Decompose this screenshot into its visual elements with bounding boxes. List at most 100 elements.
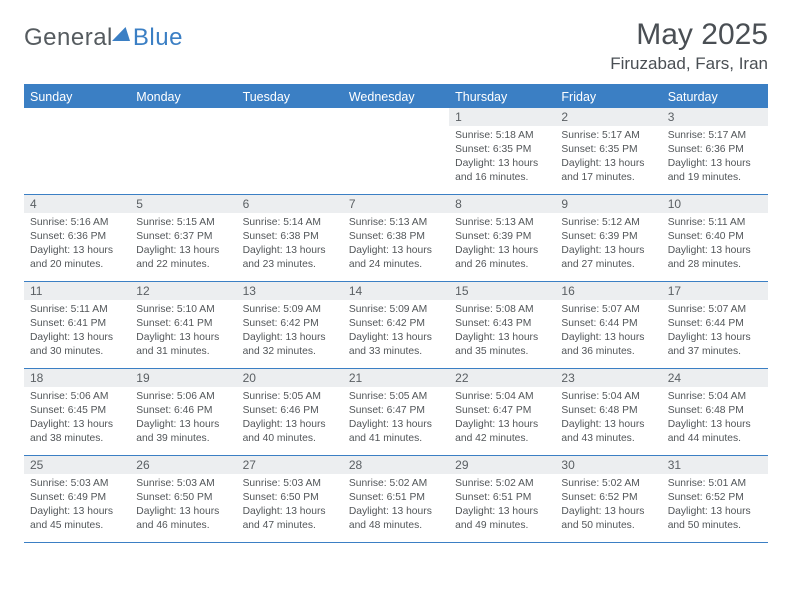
daylight-line: Daylight: 13 hours and 19 minutes. — [668, 157, 762, 185]
day-cell: 21Sunrise: 5:05 AMSunset: 6:47 PMDayligh… — [343, 369, 449, 455]
sunrise-line: Sunrise: 5:05 AM — [243, 390, 337, 404]
sunrise-line: Sunrise: 5:13 AM — [349, 216, 443, 230]
sunrise-line: Sunrise: 5:04 AM — [668, 390, 762, 404]
day-cell: 6Sunrise: 5:14 AMSunset: 6:38 PMDaylight… — [237, 195, 343, 281]
day-cell: 18Sunrise: 5:06 AMSunset: 6:45 PMDayligh… — [24, 369, 130, 455]
day-body: Sunrise: 5:11 AMSunset: 6:41 PMDaylight:… — [24, 300, 130, 363]
sunset-line: Sunset: 6:39 PM — [455, 230, 549, 244]
day-cell: 30Sunrise: 5:02 AMSunset: 6:52 PMDayligh… — [555, 456, 661, 542]
sunset-line: Sunset: 6:48 PM — [668, 404, 762, 418]
sunrise-line: Sunrise: 5:11 AM — [30, 303, 124, 317]
title-block: May 2025 Firuzabad, Fars, Iran — [610, 18, 768, 74]
day-cell: 16Sunrise: 5:07 AMSunset: 6:44 PMDayligh… — [555, 282, 661, 368]
day-body: Sunrise: 5:03 AMSunset: 6:49 PMDaylight:… — [24, 474, 130, 537]
calendar-body: 1Sunrise: 5:18 AMSunset: 6:35 PMDaylight… — [24, 108, 768, 543]
sunrise-line: Sunrise: 5:13 AM — [455, 216, 549, 230]
sunset-line: Sunset: 6:38 PM — [349, 230, 443, 244]
sunset-line: Sunset: 6:37 PM — [136, 230, 230, 244]
sunrise-line: Sunrise: 5:15 AM — [136, 216, 230, 230]
day-body: Sunrise: 5:16 AMSunset: 6:36 PMDaylight:… — [24, 213, 130, 276]
day-number: 9 — [555, 195, 661, 213]
sunset-line: Sunset: 6:42 PM — [349, 317, 443, 331]
sunset-line: Sunset: 6:45 PM — [30, 404, 124, 418]
logo-triangle-icon — [112, 27, 135, 41]
day-body: Sunrise: 5:07 AMSunset: 6:44 PMDaylight:… — [555, 300, 661, 363]
sunrise-line: Sunrise: 5:04 AM — [455, 390, 549, 404]
sunset-line: Sunset: 6:51 PM — [349, 491, 443, 505]
sunrise-line: Sunrise: 5:17 AM — [668, 129, 762, 143]
daylight-line: Daylight: 13 hours and 16 minutes. — [455, 157, 549, 185]
day-cell: 2Sunrise: 5:17 AMSunset: 6:35 PMDaylight… — [555, 108, 661, 194]
sunset-line: Sunset: 6:50 PM — [136, 491, 230, 505]
day-cell: 15Sunrise: 5:08 AMSunset: 6:43 PMDayligh… — [449, 282, 555, 368]
day-number: 14 — [343, 282, 449, 300]
sunrise-line: Sunrise: 5:07 AM — [668, 303, 762, 317]
day-body: Sunrise: 5:02 AMSunset: 6:52 PMDaylight:… — [555, 474, 661, 537]
day-body: Sunrise: 5:13 AMSunset: 6:38 PMDaylight:… — [343, 213, 449, 276]
daylight-line: Daylight: 13 hours and 26 minutes. — [455, 244, 549, 272]
daylight-line: Daylight: 13 hours and 42 minutes. — [455, 418, 549, 446]
sunrise-line: Sunrise: 5:04 AM — [561, 390, 655, 404]
day-number: 18 — [24, 369, 130, 387]
day-cell — [24, 108, 130, 194]
day-cell: 31Sunrise: 5:01 AMSunset: 6:52 PMDayligh… — [662, 456, 768, 542]
day-number: 27 — [237, 456, 343, 474]
sunrise-line: Sunrise: 5:07 AM — [561, 303, 655, 317]
daylight-line: Daylight: 13 hours and 28 minutes. — [668, 244, 762, 272]
sunset-line: Sunset: 6:44 PM — [668, 317, 762, 331]
day-cell: 12Sunrise: 5:10 AMSunset: 6:41 PMDayligh… — [130, 282, 236, 368]
day-body: Sunrise: 5:09 AMSunset: 6:42 PMDaylight:… — [237, 300, 343, 363]
day-body: Sunrise: 5:04 AMSunset: 6:48 PMDaylight:… — [555, 387, 661, 450]
sunset-line: Sunset: 6:52 PM — [668, 491, 762, 505]
location-text: Firuzabad, Fars, Iran — [610, 54, 768, 74]
day-cell: 11Sunrise: 5:11 AMSunset: 6:41 PMDayligh… — [24, 282, 130, 368]
day-body: Sunrise: 5:02 AMSunset: 6:51 PMDaylight:… — [449, 474, 555, 537]
day-body: Sunrise: 5:07 AMSunset: 6:44 PMDaylight:… — [662, 300, 768, 363]
sunset-line: Sunset: 6:49 PM — [30, 491, 124, 505]
day-cell — [130, 108, 236, 194]
day-cell: 9Sunrise: 5:12 AMSunset: 6:39 PMDaylight… — [555, 195, 661, 281]
sunset-line: Sunset: 6:50 PM — [243, 491, 337, 505]
day-cell: 20Sunrise: 5:05 AMSunset: 6:46 PMDayligh… — [237, 369, 343, 455]
day-body: Sunrise: 5:01 AMSunset: 6:52 PMDaylight:… — [662, 474, 768, 537]
day-number: 25 — [24, 456, 130, 474]
calendar: SundayMondayTuesdayWednesdayThursdayFrid… — [24, 84, 768, 543]
daylight-line: Daylight: 13 hours and 48 minutes. — [349, 505, 443, 533]
day-body: Sunrise: 5:04 AMSunset: 6:48 PMDaylight:… — [662, 387, 768, 450]
sunset-line: Sunset: 6:47 PM — [349, 404, 443, 418]
daylight-line: Daylight: 13 hours and 17 minutes. — [561, 157, 655, 185]
day-cell: 27Sunrise: 5:03 AMSunset: 6:50 PMDayligh… — [237, 456, 343, 542]
day-body: Sunrise: 5:05 AMSunset: 6:46 PMDaylight:… — [237, 387, 343, 450]
weekday-header: Sunday — [24, 86, 130, 108]
sunrise-line: Sunrise: 5:02 AM — [561, 477, 655, 491]
daylight-line: Daylight: 13 hours and 39 minutes. — [136, 418, 230, 446]
daylight-line: Daylight: 13 hours and 45 minutes. — [30, 505, 124, 533]
day-body: Sunrise: 5:12 AMSunset: 6:39 PMDaylight:… — [555, 213, 661, 276]
day-cell: 5Sunrise: 5:15 AMSunset: 6:37 PMDaylight… — [130, 195, 236, 281]
day-number: 4 — [24, 195, 130, 213]
day-number: 26 — [130, 456, 236, 474]
day-body: Sunrise: 5:18 AMSunset: 6:35 PMDaylight:… — [449, 126, 555, 189]
sunrise-line: Sunrise: 5:16 AM — [30, 216, 124, 230]
weekday-header: Monday — [130, 86, 236, 108]
day-number: 10 — [662, 195, 768, 213]
day-number: 3 — [662, 108, 768, 126]
sunset-line: Sunset: 6:43 PM — [455, 317, 549, 331]
sunrise-line: Sunrise: 5:09 AM — [349, 303, 443, 317]
day-number: 11 — [24, 282, 130, 300]
day-cell: 4Sunrise: 5:16 AMSunset: 6:36 PMDaylight… — [24, 195, 130, 281]
sunrise-line: Sunrise: 5:03 AM — [30, 477, 124, 491]
sunrise-line: Sunrise: 5:18 AM — [455, 129, 549, 143]
day-number: 28 — [343, 456, 449, 474]
day-body: Sunrise: 5:03 AMSunset: 6:50 PMDaylight:… — [237, 474, 343, 537]
day-number: 20 — [237, 369, 343, 387]
daylight-line: Daylight: 13 hours and 44 minutes. — [668, 418, 762, 446]
sunset-line: Sunset: 6:46 PM — [243, 404, 337, 418]
sunset-line: Sunset: 6:51 PM — [455, 491, 549, 505]
daylight-line: Daylight: 13 hours and 40 minutes. — [243, 418, 337, 446]
day-number: 2 — [555, 108, 661, 126]
logo-text-blue: Blue — [133, 24, 183, 52]
day-body: Sunrise: 5:10 AMSunset: 6:41 PMDaylight:… — [130, 300, 236, 363]
day-cell — [343, 108, 449, 194]
sunrise-line: Sunrise: 5:11 AM — [668, 216, 762, 230]
